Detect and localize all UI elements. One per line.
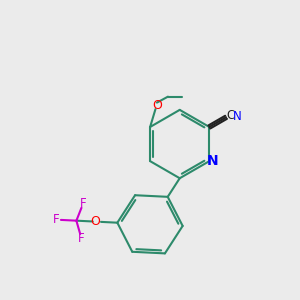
Text: O: O <box>152 99 162 112</box>
Text: N: N <box>207 154 219 168</box>
Text: F: F <box>53 213 60 226</box>
Text: F: F <box>78 232 85 245</box>
Text: C: C <box>226 109 235 122</box>
Text: O: O <box>91 215 100 228</box>
Text: N: N <box>233 110 242 123</box>
Text: F: F <box>80 197 86 210</box>
